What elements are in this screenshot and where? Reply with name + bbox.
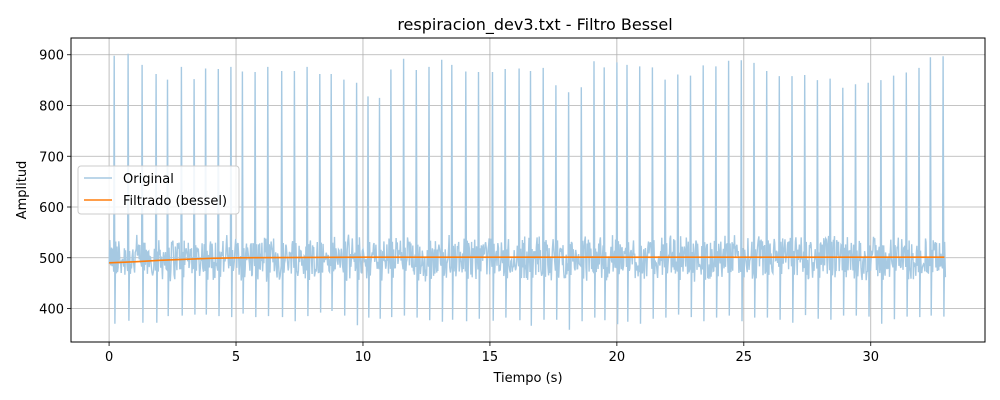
y-tick-label: 600	[39, 201, 64, 216]
legend-label-original: Original	[123, 172, 174, 187]
legend-label-filtered: Filtrado (bessel)	[123, 194, 227, 209]
x-tick-label: 15	[482, 350, 499, 365]
x-tick-label: 10	[355, 350, 372, 365]
series-line-filtered	[109, 256, 945, 264]
chart-title: respiracion_dev3.txt - Filtro Bessel	[397, 15, 672, 35]
y-tick-label: 700	[39, 150, 64, 165]
legend-box	[77, 165, 240, 215]
axis-ticks: 0 5 10 15 20 25 30 400 500 600 700 800 900	[39, 49, 879, 365]
x-tick-label: 30	[862, 350, 879, 365]
x-tick-label: 25	[736, 350, 753, 365]
y-tick-label: 400	[39, 303, 64, 318]
plot-frame	[70, 37, 986, 343]
x-axis-title: Tiempo (s)	[492, 371, 562, 386]
series-line-original	[108, 53, 947, 330]
y-tick-label: 900	[39, 49, 64, 64]
y-tick-label: 800	[39, 99, 64, 114]
y-tick-label: 500	[39, 252, 64, 267]
y-axis-title: Amplitud	[15, 161, 30, 220]
legend: Original Filtrado (bessel)	[77, 165, 240, 215]
plot-area	[108, 53, 947, 330]
x-tick-label: 20	[609, 350, 626, 365]
x-tick-label: 5	[232, 350, 240, 365]
x-tick-label: 0	[105, 350, 113, 365]
